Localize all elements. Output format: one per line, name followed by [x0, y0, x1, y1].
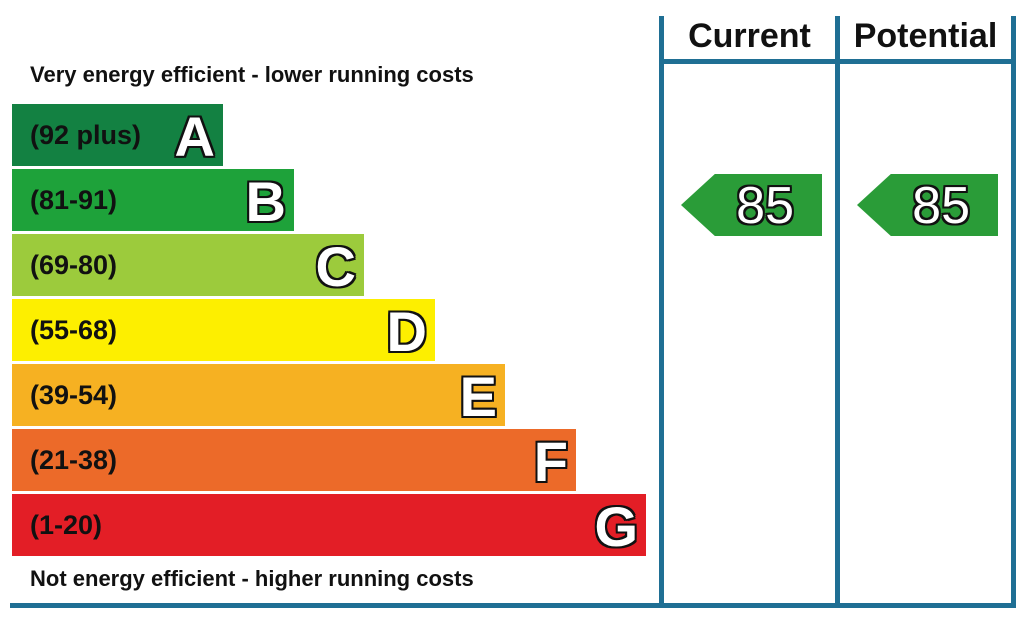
current-rating-value: 85 — [736, 177, 794, 235]
potential-rating-arrow: 85 — [857, 174, 998, 236]
band-letter: D — [386, 300, 427, 363]
band-letter: G — [594, 495, 638, 558]
potential-column-header: Potential — [853, 17, 998, 55]
band-letter: B — [245, 170, 286, 233]
current-column-header: Current — [688, 17, 811, 55]
band-range-label: (69-80) — [30, 250, 118, 280]
band-range-label: (55-68) — [30, 315, 118, 345]
band-range-label: (21-38) — [30, 445, 118, 475]
band-letter: F — [533, 430, 568, 493]
bottom-frame-line — [10, 603, 1016, 608]
potential-rating-value: 85 — [912, 177, 970, 235]
right-column-divider — [1011, 16, 1016, 606]
header-underline — [659, 59, 1016, 64]
rating-band-e: (39-54) E — [12, 364, 505, 428]
middle-column-divider — [835, 16, 840, 606]
band-letter: A — [174, 105, 215, 168]
rating-band-c: (69-80) C — [12, 234, 364, 298]
bottom-caption: Not energy efficient - higher running co… — [30, 566, 474, 591]
band-range-label: (81-91) — [30, 185, 118, 215]
rating-band-f: (21-38) F — [12, 429, 576, 493]
band-letter: C — [315, 235, 356, 298]
current-rating-arrow: 85 — [681, 174, 822, 236]
band-range-label: (39-54) — [30, 380, 118, 410]
left-column-divider — [659, 16, 664, 606]
rating-band-a: (92 plus) A — [12, 104, 223, 168]
band-range-label: (92 plus) — [30, 120, 142, 150]
rating-band-d: (55-68) D — [12, 299, 435, 363]
rating-band-g: (1-20) G — [12, 494, 646, 558]
band-range-label: (1-20) — [30, 510, 103, 540]
rating-band-b: (81-91) B — [12, 169, 294, 233]
top-caption: Very energy efficient - lower running co… — [30, 62, 474, 87]
band-letter: E — [459, 365, 497, 428]
